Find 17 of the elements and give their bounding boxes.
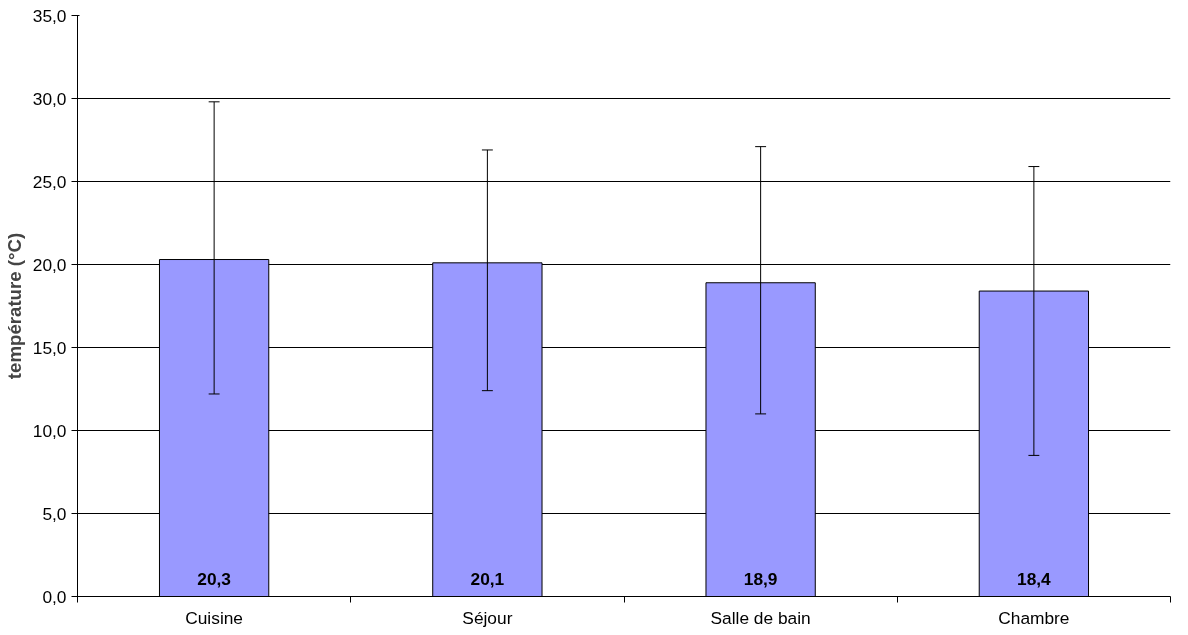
data-label: 20,3 <box>197 568 232 589</box>
y-tick-label: 25,0 <box>32 171 67 192</box>
data-label: 18,4 <box>1017 568 1052 589</box>
y-tick-label: 15,0 <box>32 337 67 358</box>
y-tick-label: 20,0 <box>32 254 67 275</box>
y-axis-title: température (°C) <box>3 232 25 380</box>
y-tick-label: 35,0 <box>32 5 67 26</box>
y-tick-label: 5,0 <box>42 503 67 524</box>
y-tick-label: 10,0 <box>32 420 67 441</box>
y-tick-label: 0,0 <box>42 586 67 607</box>
x-tick-label: Séjour <box>462 607 513 628</box>
x-tick-label: Chambre <box>998 607 1070 628</box>
x-tick-label: Cuisine <box>185 607 244 628</box>
y-tick-label: 30,0 <box>32 88 67 109</box>
data-label: 20,1 <box>470 568 505 589</box>
x-tick-label: Salle de bain <box>710 607 811 628</box>
data-label: 18,9 <box>743 568 778 589</box>
